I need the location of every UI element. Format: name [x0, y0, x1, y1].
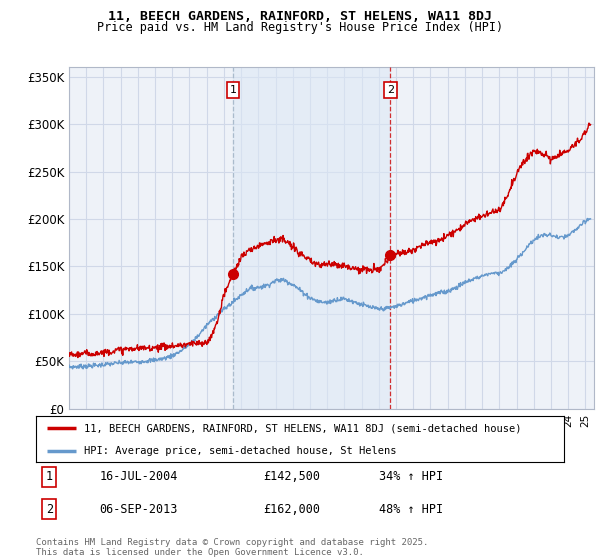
Text: 11, BEECH GARDENS, RAINFORD, ST HELENS, WA11 8DJ (semi-detached house): 11, BEECH GARDENS, RAINFORD, ST HELENS, … — [83, 423, 521, 433]
Text: Price paid vs. HM Land Registry's House Price Index (HPI): Price paid vs. HM Land Registry's House … — [97, 21, 503, 34]
Text: 1: 1 — [46, 470, 53, 483]
Text: 34% ↑ HPI: 34% ↑ HPI — [379, 470, 443, 483]
Text: 06-SEP-2013: 06-SEP-2013 — [100, 502, 178, 516]
Text: 1: 1 — [230, 85, 236, 95]
Text: Contains HM Land Registry data © Crown copyright and database right 2025.
This d: Contains HM Land Registry data © Crown c… — [36, 538, 428, 557]
Bar — [233, 67, 391, 409]
Text: HPI: Average price, semi-detached house, St Helens: HPI: Average price, semi-detached house,… — [83, 446, 396, 455]
Text: 2: 2 — [387, 85, 394, 95]
Text: 48% ↑ HPI: 48% ↑ HPI — [379, 502, 443, 516]
Text: £142,500: £142,500 — [263, 470, 320, 483]
Text: 11, BEECH GARDENS, RAINFORD, ST HELENS, WA11 8DJ: 11, BEECH GARDENS, RAINFORD, ST HELENS, … — [108, 10, 492, 23]
Text: 16-JUL-2004: 16-JUL-2004 — [100, 470, 178, 483]
Text: 2: 2 — [46, 502, 53, 516]
Text: £162,000: £162,000 — [263, 502, 320, 516]
